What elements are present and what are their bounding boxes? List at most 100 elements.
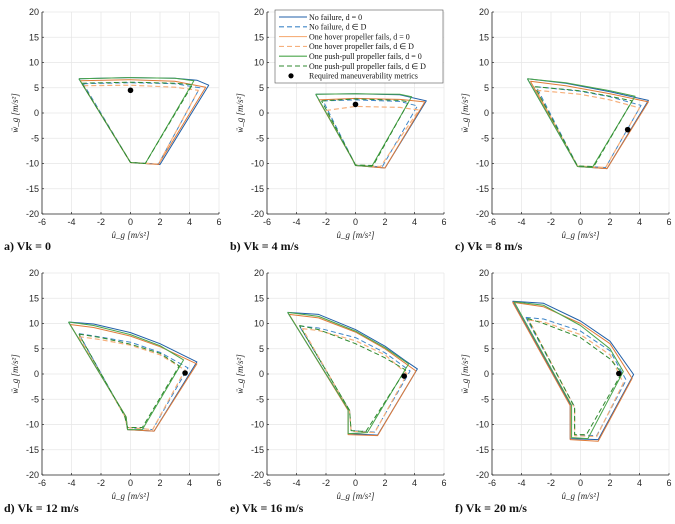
y-tick-label: 15 [479, 293, 489, 303]
y-tick-label: 5 [259, 83, 264, 93]
y-tick-label: 20 [29, 7, 39, 17]
y-tick-label: 0 [484, 108, 489, 118]
y-tick-label: -20 [476, 209, 489, 219]
x-tick-label: 2 [157, 217, 162, 227]
y-tick-label: 20 [479, 268, 489, 278]
y-tick-label: 0 [34, 369, 39, 379]
legend-label: One push-pull propeller fails, d = 0 [309, 52, 422, 61]
required-metric-point [127, 87, 134, 94]
x-tick-label: -2 [97, 478, 105, 488]
y-tick-label: 10 [254, 319, 264, 329]
legend-item-hv0: One hover propeller fails, d = 0 [279, 32, 410, 41]
series-hv0 [288, 313, 417, 437]
y-tick-label: 15 [254, 293, 264, 303]
y-tick-label: 5 [34, 83, 39, 93]
y-tick-label: 0 [34, 108, 39, 118]
legend-label: No failure, d = 0 [309, 13, 362, 22]
x-tick-label: -6 [38, 217, 46, 227]
x-tick-label: 0 [353, 478, 358, 488]
series-pp0 [513, 301, 624, 440]
x-tick-label: 6 [666, 478, 671, 488]
x-axis-label: û_g [m/s²] [337, 491, 375, 501]
series-hvD [535, 89, 641, 169]
x-tick-label: 4 [412, 217, 417, 227]
series-hvD [301, 328, 408, 434]
y-tick-label: -15 [26, 184, 39, 194]
x-tick-label: 6 [441, 217, 446, 227]
required-metric-point [616, 370, 622, 377]
series-pp0 [68, 321, 185, 431]
x-tick-label: -6 [488, 217, 496, 227]
required-metric-point [182, 370, 188, 376]
subplot-caption: b) Vk = 4 m/s [230, 239, 299, 253]
legend-item-nf0: No failure, d = 0 [279, 13, 362, 22]
legend-item-ppD: One push-pull propeller fails, d ∈ D [279, 62, 426, 71]
y-axis-label: ẅ_g [m/s²] [10, 93, 20, 133]
y-axis-label: ẅ_g [m/s²] [235, 354, 245, 394]
y-tick-label: -10 [26, 159, 39, 169]
x-tick-label: 0 [353, 217, 358, 227]
y-tick-label: -5 [481, 394, 489, 404]
subplot-caption: f) Vk = 20 m/s [455, 501, 527, 515]
y-tick-label: -5 [31, 133, 39, 143]
x-tick-label: 2 [382, 217, 387, 227]
y-tick-label: -20 [26, 209, 39, 219]
y-tick-label: -20 [26, 470, 39, 480]
y-tick-label: -20 [476, 470, 489, 480]
y-tick-label: -5 [256, 133, 264, 143]
required-metric-point [352, 101, 359, 108]
subplot-caption: d) Vk = 12 m/s [4, 501, 79, 515]
x-tick-label: -4 [67, 478, 75, 488]
x-axis-label: û_g [m/s²] [112, 230, 150, 240]
legend-label: One hover propeller fails, d ∈ D [309, 42, 414, 51]
y-axis-label: ẅ_g [m/s²] [235, 93, 245, 133]
y-tick-label: 20 [29, 268, 39, 278]
legend-item-metric: Required maneuverability metrics [288, 72, 418, 81]
legend-label: One push-pull propeller fails, d ∈ D [309, 62, 426, 71]
legend-label: One hover propeller fails, d = 0 [309, 32, 410, 41]
x-tick-label: 2 [607, 217, 612, 227]
y-axis-label: ẅ_g [m/s²] [460, 354, 470, 394]
series-ppD [526, 317, 623, 436]
series-ppD [321, 98, 410, 166]
subplot-caption: c) Vk = 8 m/s [455, 239, 523, 253]
y-tick-label: -15 [26, 445, 39, 455]
y-tick-label: 5 [484, 83, 489, 93]
y-tick-label: 20 [254, 268, 264, 278]
x-axis-label: û_g [m/s²] [562, 230, 600, 240]
y-tick-label: -15 [476, 184, 489, 194]
y-tick-label: 10 [29, 319, 39, 329]
y-tick-label: 0 [259, 369, 264, 379]
subplot-caption: a) Vk = 0 [4, 239, 51, 253]
y-tick-label: -10 [26, 420, 39, 430]
x-tick-label: -2 [97, 217, 105, 227]
y-tick-label: -5 [31, 394, 39, 404]
x-tick-label: 2 [607, 478, 612, 488]
y-tick-label: -15 [251, 445, 264, 455]
y-tick-label: -15 [251, 184, 264, 194]
y-tick-label: -15 [476, 445, 489, 455]
x-tick-label: -6 [263, 217, 271, 227]
required-metric-point [401, 373, 407, 379]
x-tick-label: -2 [547, 217, 555, 227]
y-tick-label: -10 [251, 159, 264, 169]
series-nf0 [512, 300, 635, 441]
x-tick-label: 4 [187, 478, 192, 488]
series-hv0 [529, 80, 649, 170]
x-tick-label: -4 [292, 478, 300, 488]
x-tick-label: 4 [187, 217, 192, 227]
x-tick-label: 2 [382, 478, 387, 488]
x-tick-label: -6 [38, 478, 46, 488]
series-hvD [528, 319, 624, 438]
y-tick-label: -20 [251, 209, 264, 219]
series-nfD [82, 82, 201, 165]
y-tick-label: 15 [254, 32, 264, 42]
legend-item-pp0: One push-pull propeller fails, d = 0 [279, 52, 422, 61]
y-tick-label: 5 [34, 344, 39, 354]
x-axis-label: û_g [m/s²] [337, 230, 375, 240]
series-pp0 [526, 78, 636, 168]
